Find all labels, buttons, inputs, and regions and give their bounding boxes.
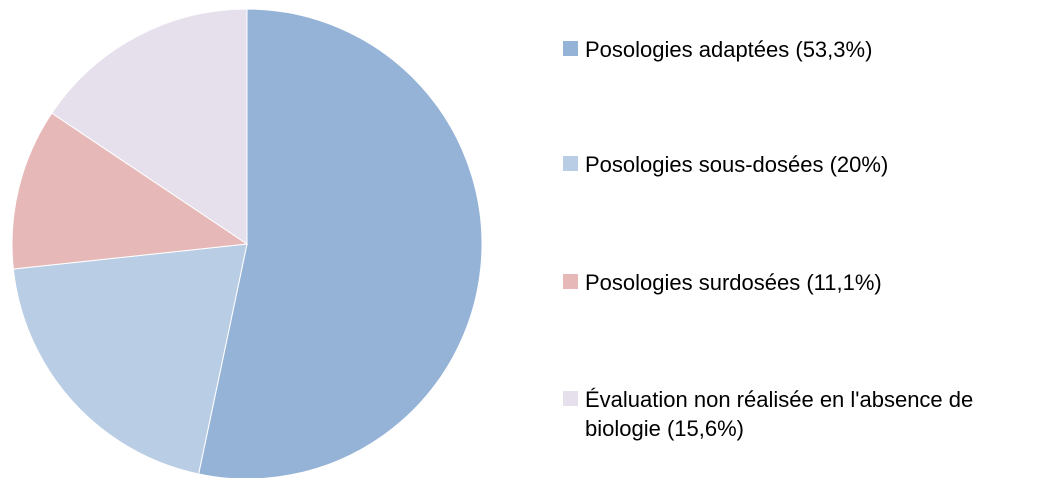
legend-item: Posologies surdosées (11,1%) [563,268,1040,297]
pie-slice [198,8,483,478]
legend-swatch [563,274,578,289]
legend-label: Posologies adaptées (53,3%) [585,37,873,62]
pie-slice [11,112,249,270]
legend-label: Évaluation non réalisée en l'absence de … [585,387,974,441]
legend-label: Posologies sous-dosées (20%) [585,152,889,177]
pie [11,8,483,478]
legend-item: Posologies sous-dosées (20%) [563,150,1040,179]
legend-item: Posologies adaptées (53,3%) [563,35,1040,64]
legend-swatch [563,391,578,406]
legend-item: Évaluation non réalisée en l'absence de … [563,385,1040,443]
legend-swatch [563,41,578,56]
pie-slice [51,8,248,245]
legend-label: Posologies surdosées (11,1%) [585,270,882,295]
pie-slice [12,243,248,475]
legend-swatch [563,156,578,171]
